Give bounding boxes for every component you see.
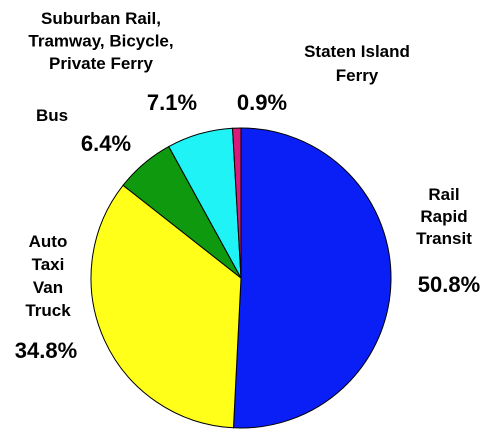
slice-label: Auto: [29, 232, 68, 251]
slice-label: Ferry: [336, 66, 379, 85]
slice-label: Tramway, Bicycle,: [28, 32, 173, 51]
slice-label: Truck: [25, 301, 71, 320]
slice-label: Staten Island: [304, 42, 410, 61]
pie-slice: [90, 184, 242, 429]
slice-value-label: 50.8%: [418, 272, 480, 297]
slice-label: Private Ferry: [49, 54, 153, 73]
slice-value-label: 34.8%: [15, 338, 77, 363]
slice-value-label: 7.1%: [147, 90, 197, 115]
slice-label: Rail: [428, 185, 459, 204]
slice-label: Transit: [416, 229, 472, 248]
slice-label: Taxi: [32, 255, 65, 274]
slice-label: Bus: [36, 106, 68, 125]
slice-label: Rapid: [420, 207, 467, 226]
slice-label: Suburban Rail,: [41, 9, 161, 28]
pie-slice: [231, 127, 242, 279]
slice-value-label: 0.9%: [237, 90, 287, 115]
slice-label: Van: [33, 278, 63, 297]
pie-slice: [232, 127, 392, 429]
slice-value-label: 6.4%: [81, 131, 131, 156]
